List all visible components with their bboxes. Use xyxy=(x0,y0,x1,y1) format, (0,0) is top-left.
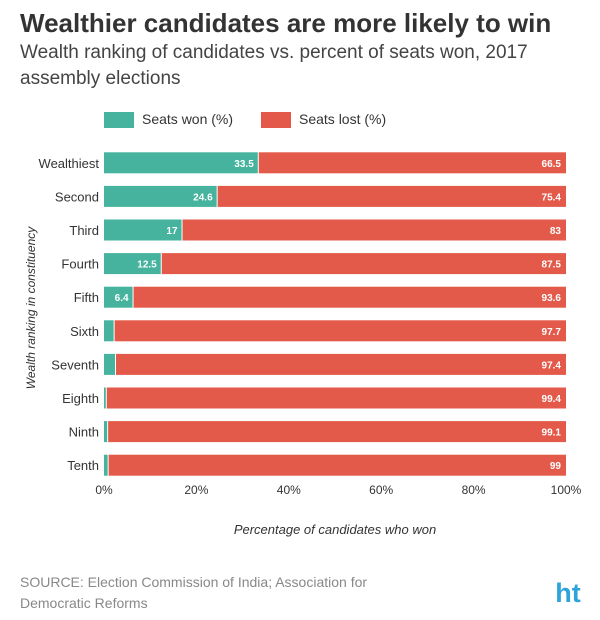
data-label: 99 xyxy=(550,461,562,472)
data-label: 83 xyxy=(550,226,562,237)
category-label: Wealthiest xyxy=(39,156,100,171)
data-label: 97.4 xyxy=(542,360,562,371)
bar-seats-won xyxy=(104,387,106,409)
data-label: 99.4 xyxy=(542,394,562,405)
category-label: Ninth xyxy=(69,425,99,440)
bar-seats-lost xyxy=(108,454,567,476)
data-label: 87.5 xyxy=(542,260,562,271)
bar-seats-lost xyxy=(182,219,567,241)
x-tick-label: 0% xyxy=(95,483,113,497)
chart-subtitle: Wealth ranking of candidates vs. percent… xyxy=(20,42,528,89)
category-label: Eighth xyxy=(62,391,99,406)
bar-seats-lost xyxy=(133,286,566,308)
data-label: 99.1 xyxy=(542,428,562,439)
x-tick-label: 40% xyxy=(277,483,301,497)
bar-seats-lost xyxy=(116,353,567,375)
bar-seats-won xyxy=(104,286,133,308)
bar-chart: Wealthiest 33.5 66.5 Second 24.6 75.4 Third 17 8… xyxy=(24,152,582,537)
x-axis-label: Percentage of candidates who won xyxy=(234,522,436,537)
category-label: Fifth xyxy=(74,290,99,305)
data-label: 33.5 xyxy=(234,159,254,170)
bar-seats-won xyxy=(104,253,161,275)
data-label: 93.6 xyxy=(542,293,562,304)
category-label: Second xyxy=(55,189,99,204)
bar-seats-won xyxy=(104,320,114,342)
bar-seats-won xyxy=(104,219,182,241)
x-tick-label: 60% xyxy=(369,483,393,497)
data-label: 6.4 xyxy=(115,293,129,304)
x-tick-label: 100% xyxy=(551,483,582,497)
legend-label-lost: Seats lost (%) xyxy=(299,111,387,127)
bar-seats-won xyxy=(104,353,116,375)
ht-logo: ht xyxy=(555,578,580,608)
bar-seats-won xyxy=(104,454,108,476)
bar-seats-won xyxy=(104,185,217,207)
source-note: SOURCE: Election Commission of India; As… xyxy=(20,574,368,611)
bar-seats-lost xyxy=(108,421,567,443)
legend-label-won: Seats won (%) xyxy=(142,111,234,127)
logo-text: ht xyxy=(555,578,580,608)
legend-swatch-lost xyxy=(261,112,291,128)
bar-seats-lost xyxy=(114,320,566,342)
data-label: 17 xyxy=(166,226,178,237)
bar-seats-lost xyxy=(161,253,566,275)
category-label: Sixth xyxy=(70,324,99,339)
category-label: Seventh xyxy=(51,357,99,372)
category-label: Tenth xyxy=(67,458,99,473)
x-tick-label: 20% xyxy=(184,483,208,497)
y-axis-label: Wealth ranking in constituency xyxy=(24,226,38,390)
category-label: Third xyxy=(69,223,99,238)
bar-seats-lost xyxy=(106,387,566,409)
legend-swatch-won xyxy=(104,112,134,128)
x-tick-label: 80% xyxy=(462,483,486,497)
bar-seats-won xyxy=(104,421,108,443)
bar-seats-lost xyxy=(258,152,566,174)
bar-seats-won xyxy=(104,152,258,174)
data-label: 97.7 xyxy=(542,327,562,338)
data-label: 66.5 xyxy=(542,159,562,170)
category-label: Fourth xyxy=(61,257,99,272)
data-label: 12.5 xyxy=(137,260,157,271)
data-label: 75.4 xyxy=(542,192,562,203)
bar-seats-lost xyxy=(217,185,567,207)
data-label: 24.6 xyxy=(193,192,213,203)
chart-title: Wealthier candidates are more likely to … xyxy=(20,8,552,38)
